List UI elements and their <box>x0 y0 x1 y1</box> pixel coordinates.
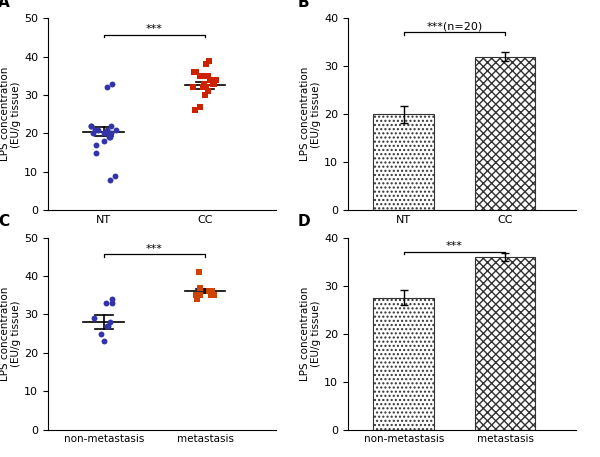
Bar <box>475 257 535 430</box>
Text: ***(n=20): ***(n=20) <box>426 22 482 32</box>
Point <box>106 133 115 141</box>
Point <box>208 292 217 299</box>
Point <box>99 130 109 137</box>
Point <box>193 295 202 303</box>
Point <box>190 69 199 76</box>
Point <box>195 292 205 299</box>
Point <box>88 130 98 137</box>
Point <box>86 122 95 129</box>
Point <box>199 84 208 91</box>
Point <box>209 292 219 299</box>
Point <box>92 141 101 149</box>
Point <box>102 322 112 329</box>
Point <box>89 314 99 322</box>
Point <box>196 284 205 291</box>
Point <box>86 122 96 129</box>
Point <box>203 88 213 95</box>
Point <box>101 299 110 307</box>
Point <box>211 76 221 83</box>
Point <box>203 88 213 95</box>
Point <box>194 269 203 276</box>
Text: ***: *** <box>446 241 463 251</box>
Point <box>104 130 114 137</box>
Point <box>90 126 100 133</box>
Point <box>190 107 200 114</box>
Point <box>106 130 116 137</box>
Text: ***: *** <box>146 244 163 254</box>
Text: C: C <box>0 214 9 229</box>
Point <box>111 126 121 133</box>
Point <box>205 288 215 295</box>
Text: A: A <box>0 0 10 10</box>
Point <box>107 80 117 87</box>
Y-axis label: LPS concentration
(EU/g tissue): LPS concentration (EU/g tissue) <box>0 287 22 381</box>
Text: B: B <box>298 0 310 10</box>
Point <box>200 91 210 99</box>
Point <box>208 288 217 295</box>
Point <box>107 295 116 303</box>
Point <box>106 122 115 129</box>
Y-axis label: LPS concentration
(EU/g tissue): LPS concentration (EU/g tissue) <box>300 287 322 381</box>
Point <box>205 288 214 295</box>
Point <box>205 76 214 83</box>
Point <box>102 84 112 91</box>
Point <box>97 330 106 337</box>
Point <box>204 57 214 64</box>
Point <box>195 292 205 299</box>
Point <box>203 72 212 80</box>
Text: D: D <box>298 214 310 229</box>
Bar <box>373 298 434 430</box>
Point <box>104 133 113 141</box>
Point <box>103 322 112 329</box>
Y-axis label: LPS concentration
(EU/g tissue): LPS concentration (EU/g tissue) <box>0 67 22 161</box>
Point <box>206 288 215 295</box>
Point <box>106 319 115 326</box>
Point <box>208 80 218 87</box>
Point <box>206 292 215 299</box>
Point <box>99 138 109 145</box>
Point <box>199 80 208 87</box>
Text: ***: *** <box>146 24 163 34</box>
Point <box>195 103 205 110</box>
Point <box>201 84 211 91</box>
Point <box>197 72 206 80</box>
Point <box>105 176 115 183</box>
Point <box>94 126 103 133</box>
Point <box>100 338 109 345</box>
Point <box>202 61 211 68</box>
Point <box>191 69 200 76</box>
Point <box>191 292 200 299</box>
Point <box>107 299 116 307</box>
Point <box>103 126 112 133</box>
Point <box>188 84 198 91</box>
Bar <box>373 114 434 210</box>
Point <box>209 80 218 87</box>
Point <box>91 149 101 156</box>
Point <box>196 72 205 80</box>
Y-axis label: LPS concentration
(EU/g tissue): LPS concentration (EU/g tissue) <box>300 67 322 161</box>
Point <box>110 172 119 179</box>
Bar <box>475 57 535 210</box>
